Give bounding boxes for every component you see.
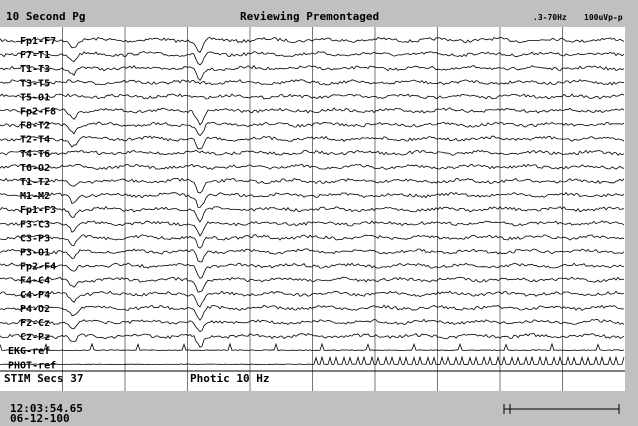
channel-label: C3-P3: [20, 233, 50, 244]
channel-trace: [0, 290, 625, 308]
clock-time: 12:03:54.65: [10, 402, 83, 415]
mode: Reviewing Premontaged: [240, 10, 379, 23]
channel-trace: [0, 36, 625, 54]
channel-label: Fp2-F4: [20, 262, 56, 273]
channel-trace: [0, 262, 624, 279]
channel-label: P4-O2: [20, 304, 50, 315]
filter: .3-70Hz: [533, 13, 567, 22]
channel-label: P3-O1: [20, 248, 50, 259]
channel-trace: [0, 93, 625, 100]
channel-trace: [0, 248, 625, 263]
channel-label: Cz-Pz: [20, 332, 50, 343]
channel-label: F4-C4: [20, 276, 50, 287]
channel-trace: [0, 149, 625, 157]
channel-trace: [0, 342, 625, 352]
channel-label: PHOT-ref: [8, 360, 56, 371]
channel-trace: [0, 276, 625, 293]
channel-label: F3-C3: [20, 219, 50, 230]
channel-trace: [0, 355, 625, 366]
photic-rate: Photic 10 Hz: [190, 372, 269, 385]
traces: Fp1-F7 F7-T1 T1-T3 T3-T5 T5-O1 Fp2-F8 F8-T2 T2-…: [0, 36, 625, 371]
channel-label: EKG-ref: [8, 346, 50, 357]
channel-trace: [0, 64, 625, 81]
channel-label: Fp2-F8: [20, 107, 56, 118]
channel-label: F8-T2: [20, 121, 50, 132]
channel-trace: [0, 121, 625, 137]
channel-trace: [0, 205, 625, 223]
channel-trace: [0, 79, 625, 86]
channel-label: T1-T2: [20, 177, 50, 188]
channel-trace: [0, 234, 625, 249]
channel-trace: [0, 304, 625, 321]
channel-trace: [0, 135, 625, 150]
channel-label: M1-M2: [20, 191, 50, 202]
channel-label: T4-T6: [20, 149, 50, 160]
channel-label: T6-O2: [20, 163, 50, 174]
scale: 100uVp-p: [584, 13, 623, 22]
date: 06-12-100: [10, 412, 70, 425]
scale-bar: [503, 404, 620, 414]
channel-trace: [0, 318, 625, 333]
channel-label: Fp1-F3: [20, 205, 56, 216]
channel-trace: [0, 177, 625, 194]
page-length: 10 Second Pg: [6, 10, 85, 23]
channel-label: T3-T5: [20, 78, 50, 89]
channel-label: C4-P4: [20, 290, 50, 301]
channel-trace: [0, 107, 625, 126]
channel-trace: [0, 220, 625, 237]
channel-trace: [0, 333, 625, 348]
stim-seconds: STIM Secs 37: [4, 372, 83, 385]
channel-label: T2-T4: [20, 135, 50, 146]
channel-trace: [0, 50, 625, 66]
channel-trace: [0, 163, 625, 170]
channel-label: Fz-Cz: [20, 318, 50, 329]
channel-label: Fp1-F7: [20, 36, 56, 47]
channel-label: T5-O1: [20, 92, 50, 103]
channel-label: T1-T3: [20, 64, 50, 75]
channel-trace: [0, 191, 625, 208]
channel-label: F7-T1: [20, 50, 50, 61]
